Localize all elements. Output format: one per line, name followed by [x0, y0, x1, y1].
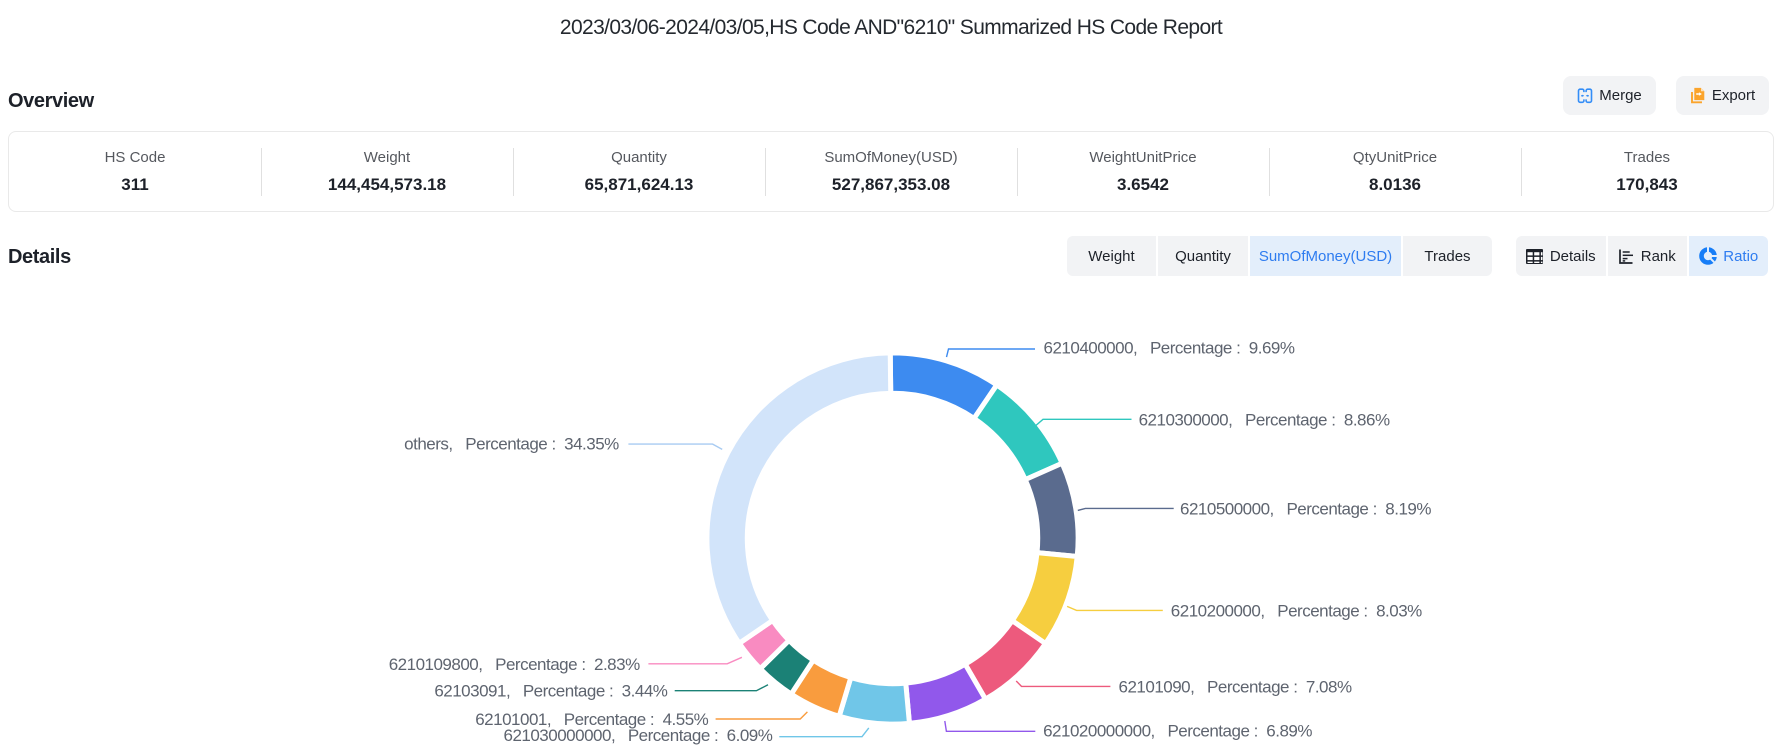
svg-text:621030000000, Percentage :: 621030000000, Percentage : 6.09% — [503, 726, 772, 745]
svg-text:62103091, Percentage : 3.44: 62103091, Percentage : 3.44% — [434, 682, 667, 701]
svg-text:62101001, Percentage : 4.55: 62101001, Percentage : 4.55% — [475, 710, 708, 729]
svg-text:621020000000, Percentage :: 621020000000, Percentage : 6.89% — [1043, 721, 1312, 740]
svg-text:62101090, Percentage : 7.08: 62101090, Percentage : 7.08% — [1119, 677, 1352, 696]
svg-text:6210200000, Percentage : 8.: 6210200000, Percentage : 8.03% — [1171, 601, 1422, 620]
svg-text:6210400000, Percentage : 9.: 6210400000, Percentage : 9.69% — [1044, 339, 1295, 358]
svg-text:6210300000, Percentage : 8.: 6210300000, Percentage : 8.86% — [1139, 410, 1390, 429]
svg-text:6210500000, Percentage : 8.: 6210500000, Percentage : 8.19% — [1180, 499, 1431, 518]
svg-text:others, Percentage : 34.35%: others, Percentage : 34.35% — [404, 435, 619, 454]
svg-text:6210109800, Percentage : 2.: 6210109800, Percentage : 2.83% — [389, 655, 640, 674]
